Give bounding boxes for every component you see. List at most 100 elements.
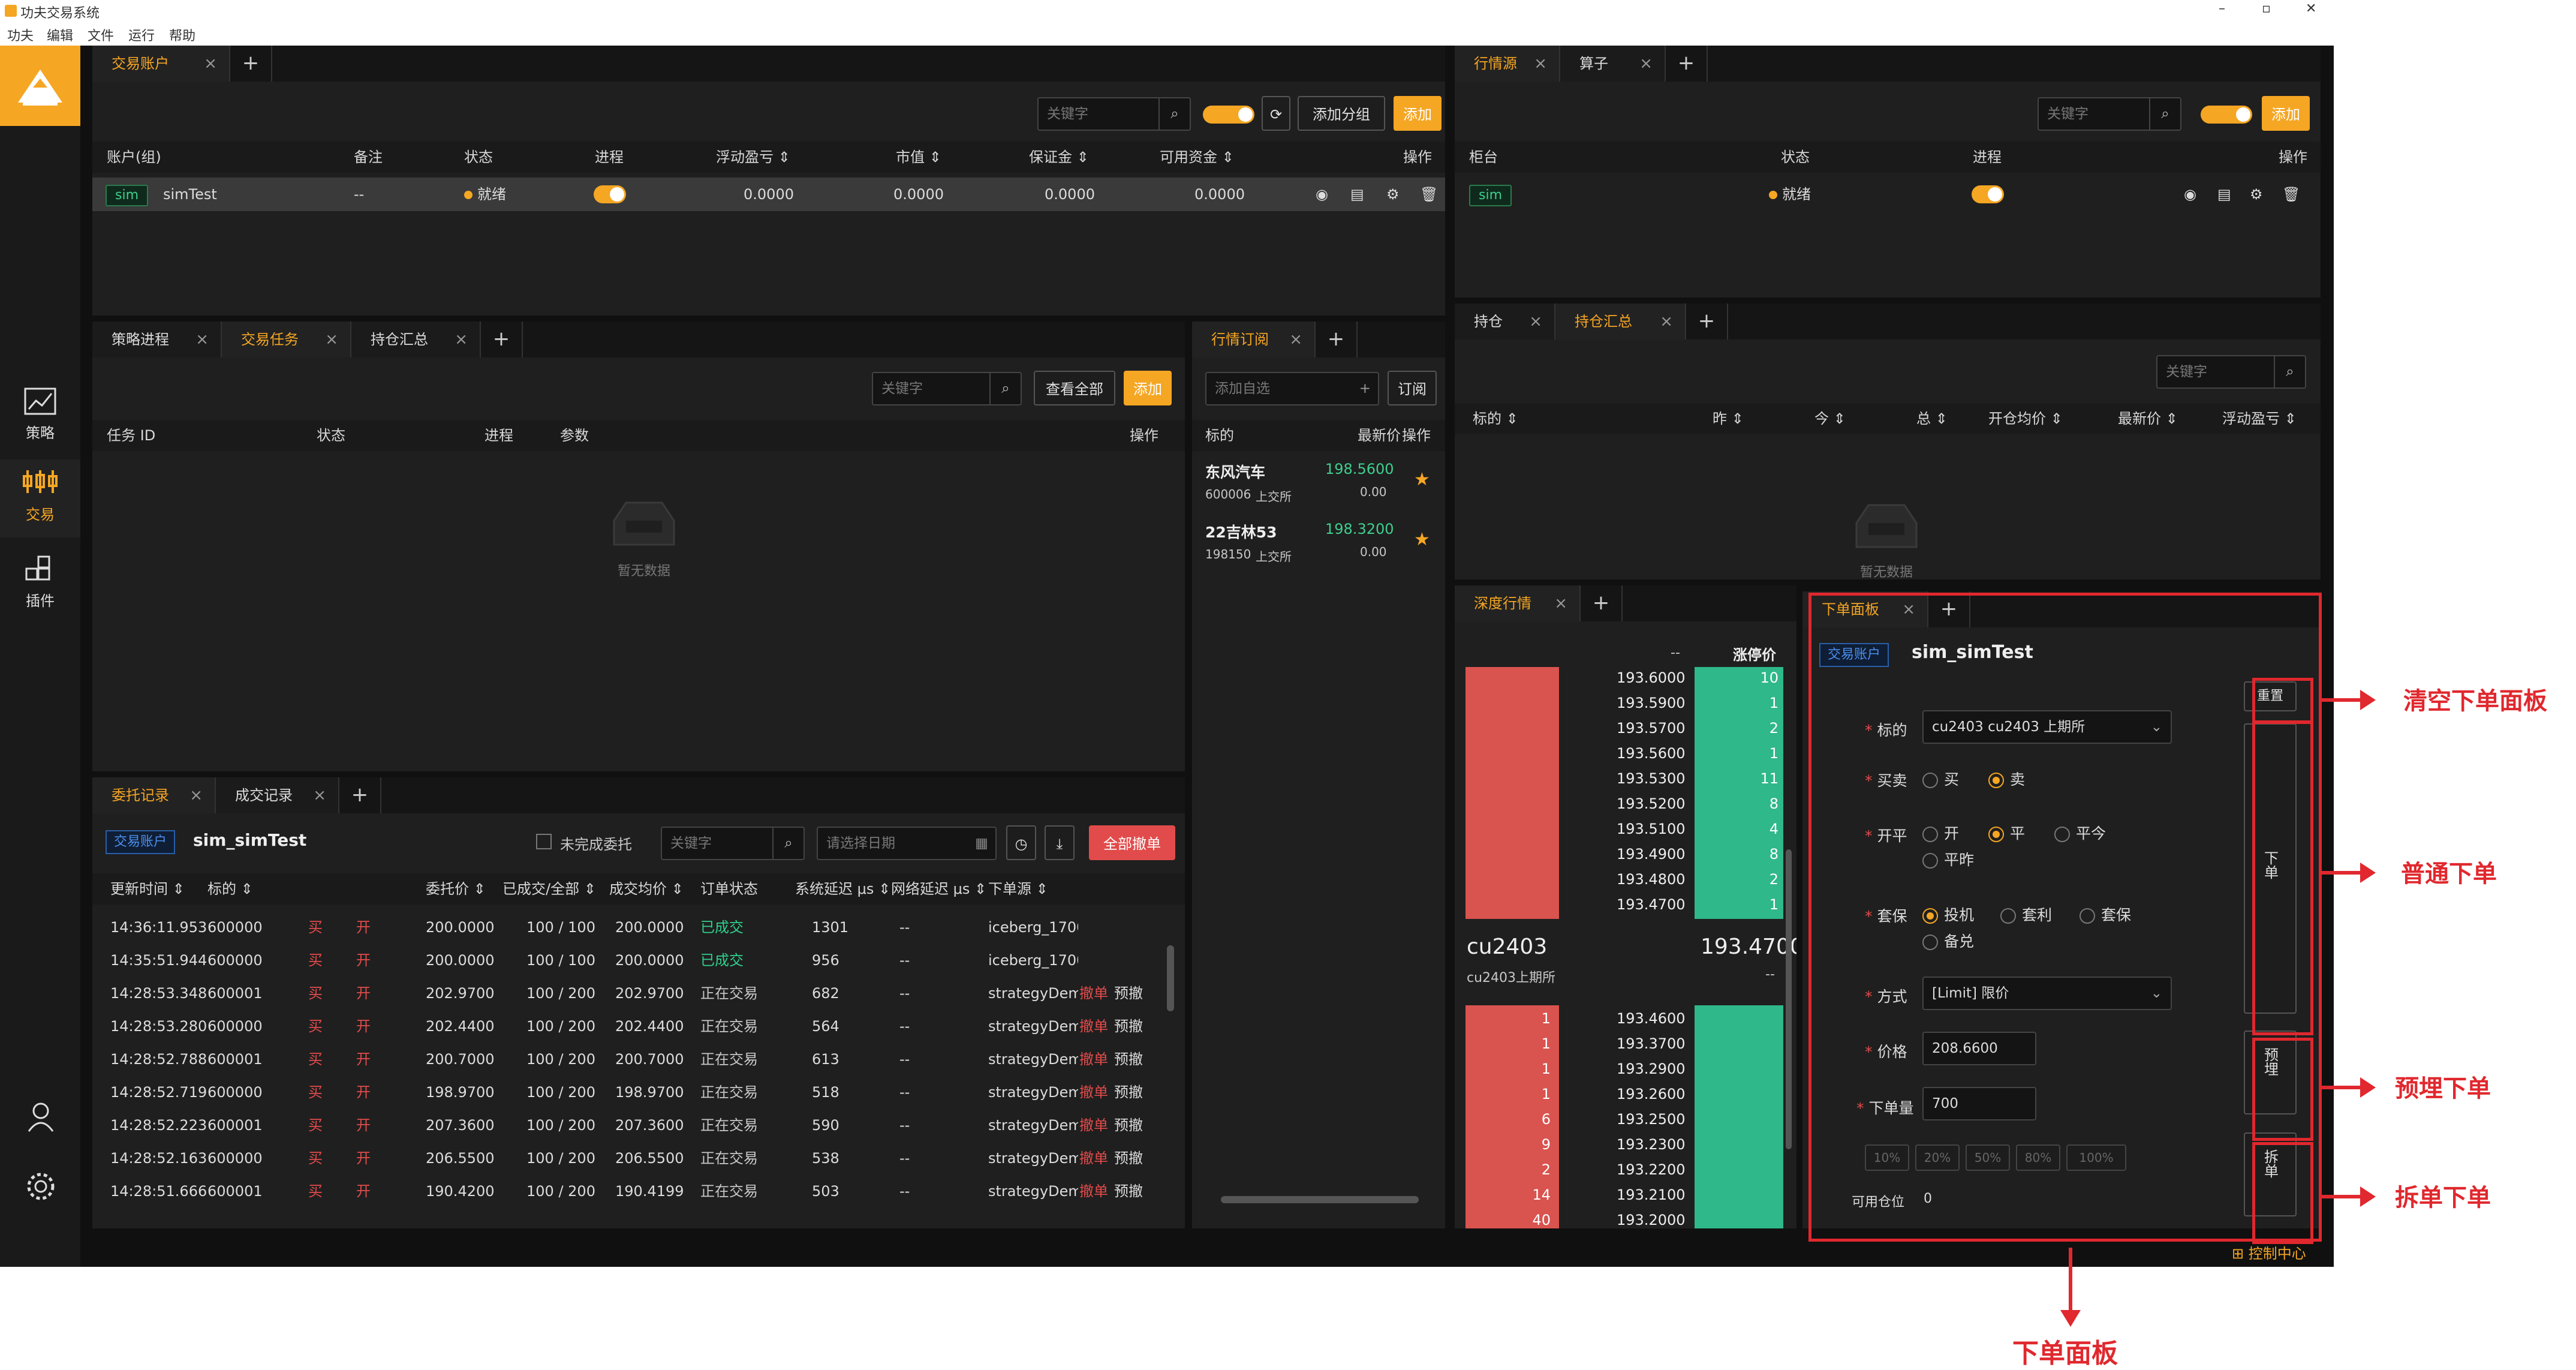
ask-price[interactable]: 193.5100 [1617,821,1686,837]
search-icon[interactable]: ⌕ [2274,355,2305,389]
table-row[interactable]: 14:28:53.280 600000 买 开 202.4400 100 / 200 202… [92,1010,1166,1043]
ask-price[interactable]: 193.6000 [1617,669,1686,686]
cancel-order-link[interactable]: 撤单 [1079,1183,1108,1200]
maximize-button[interactable]: ▫ [2262,1,2271,16]
tab-trade-records[interactable]: 成交记录 × [216,777,339,813]
search-icon[interactable]: ⌕ [989,372,1021,405]
bid-price[interactable]: 193.2600 [1617,1086,1686,1102]
settings-icon[interactable]: ⚙ [1386,186,1400,203]
bid-price[interactable]: 193.2100 [1617,1186,1686,1203]
cancel-order-link[interactable]: 撤单 [1079,1084,1108,1101]
view-icon[interactable]: ◉ [1316,186,1328,203]
close-icon[interactable]: × [1660,313,1673,331]
tab-order-records[interactable]: 委托记录 × [92,777,216,813]
table-row[interactable]: 14:28:52.788 600001 买 开 200.7000 100 / 200 200… [92,1042,1166,1076]
tab-positions[interactable]: 持仓 × [1455,304,1555,340]
sidebar-item-plugin[interactable]: 插件 [0,549,80,621]
ask-price[interactable]: 193.4800 [1617,871,1686,888]
pre-cancel-link[interactable]: 预撤 [1114,1084,1143,1101]
ask-price[interactable]: 193.5700 [1617,720,1686,737]
table-row[interactable]: sim simTest -- 就绪 0.0000 0.0000 0.0000 0… [92,178,1445,211]
search-input[interactable]: 关键字 ⌕ [661,827,805,860]
search-icon[interactable]: ⌕ [772,827,804,860]
close-icon[interactable]: × [325,331,338,348]
add-task-button[interactable]: 添加 [1124,371,1172,405]
doc-icon[interactable]: ▤ [1350,186,1364,203]
ask-price[interactable]: 193.5900 [1617,695,1686,711]
delete-icon[interactable]: 🗑 [2282,186,2301,203]
close-icon[interactable]: × [204,55,217,73]
percent-10-button[interactable]: 10% [1865,1144,1909,1171]
table-row[interactable]: 14:28:52.163 600000 买 开 206.5500 100 / 200 206… [92,1141,1166,1175]
plus-icon[interactable]: + [1359,381,1371,396]
scrollbar[interactable] [1786,849,1792,1149]
cancel-all-button[interactable]: 全部撤单 [1089,825,1175,860]
settings-icon[interactable]: ⚙ [2250,186,2263,203]
percent-100-button[interactable]: 100% [2066,1144,2126,1171]
close-icon[interactable]: × [1639,55,1653,73]
radio-arbitrage[interactable]: 套利 [2000,903,2052,925]
view-icon[interactable]: ◉ [2184,186,2196,203]
table-row[interactable]: 14:28:52.719 600000 买 开 198.9700 100 / 200 198… [92,1075,1166,1109]
sidebar-item-strategy[interactable]: 策略 [0,381,80,453]
control-center-link[interactable]: ⊞ 控制中心 [2232,1245,2306,1262]
doc-icon[interactable]: ▤ [2217,186,2231,203]
reset-button[interactable]: 重置 [2244,681,2297,711]
add-tab-button[interactable]: + [1581,585,1623,621]
close-icon[interactable]: × [1529,313,1542,331]
watchlist-item[interactable]: 东风汽车 198.5600 600006 上交所 0.00 ★ [1205,461,1430,504]
add-account-button[interactable]: 添加 [1394,96,1442,131]
watchlist-item[interactable]: 22吉林53 198.3200 198150 上交所 0.00 ★ [1205,521,1430,564]
scrollbar[interactable] [1167,945,1174,1011]
pre-cancel-link[interactable]: 预撤 [1114,1051,1143,1068]
percent-80-button[interactable]: 80% [2016,1144,2060,1171]
menu-item[interactable]: 运行 [128,29,155,44]
table-row[interactable]: 14:36:11.953 600000 买 开 200.0000 100 / 100 200… [92,911,1166,944]
history-button[interactable]: ◷ [1006,825,1036,860]
add-tab-button[interactable]: + [230,46,272,82]
menu-item[interactable]: 帮助 [169,29,196,44]
percent-50-button[interactable]: 50% [1966,1144,2010,1171]
close-icon[interactable]: × [195,331,209,348]
radio-open[interactable]: 开 [1922,822,1959,843]
close-icon[interactable]: × [1289,331,1302,348]
radio-close-today[interactable]: 平今 [2054,822,2106,843]
bid-price[interactable]: 193.2500 [1617,1111,1686,1128]
tab-depth-quote[interactable]: 深度行情 × [1455,585,1581,621]
cancel-order-link[interactable]: 撤单 [1079,985,1108,1002]
radio-sell[interactable]: 卖 [1988,768,2025,789]
search-input[interactable]: 关键字 ⌕ [2038,97,2181,131]
bid-price[interactable]: 193.4600 [1617,1010,1686,1027]
menu-item[interactable]: 编辑 [47,29,74,44]
close-icon[interactable]: × [313,786,326,804]
close-icon[interactable]: × [1554,594,1567,612]
bid-price[interactable]: 193.2300 [1617,1136,1686,1153]
order-type-select[interactable]: [Limit] 限价 ⌄ [1922,977,2172,1010]
refresh-button[interactable]: ⟳ [1262,96,1290,131]
toggle-switch[interactable] [1203,106,1254,124]
close-icon[interactable]: × [1902,600,1915,618]
delete-icon[interactable]: 🗑 [1420,186,1439,203]
close-icon[interactable]: × [455,331,468,348]
table-row[interactable]: 14:28:51.666 600001 买 开 190.4200 100 / 200 190… [92,1174,1166,1208]
process-toggle[interactable] [594,185,626,203]
cancel-order-link[interactable]: 撤单 [1079,1018,1108,1035]
radio-close-yesterday[interactable]: 平昨 [1922,848,1974,870]
sidebar-item-trade[interactable]: 交易 [0,459,80,537]
tab-position-summary[interactable]: 持仓汇总 × [351,322,481,357]
bid-price[interactable]: 193.2200 [1617,1161,1686,1178]
ask-price[interactable]: 193.5600 [1617,745,1686,762]
ask-price[interactable]: 193.4900 [1617,846,1686,863]
tab-position-summary[interactable]: 持仓汇总 × [1555,304,1686,340]
tab-accounts[interactable]: 交易账户 × [92,46,230,82]
table-row[interactable]: sim 就绪 ◉ ▤ ⚙ 🗑 [1455,178,2321,211]
pre-cancel-link[interactable]: 预撤 [1114,985,1143,1002]
search-icon[interactable]: ⌕ [2149,97,2180,131]
radio-hedge[interactable]: 套保 [2080,903,2131,925]
close-icon[interactable]: × [189,786,203,804]
calendar-icon[interactable]: ▦ [975,836,988,851]
date-picker[interactable]: 请选择日期 ▦ [817,827,997,860]
add-tab-button[interactable]: + [1666,46,1708,82]
star-icon[interactable]: ★ [1414,469,1430,490]
add-tab-button[interactable]: + [339,777,381,813]
